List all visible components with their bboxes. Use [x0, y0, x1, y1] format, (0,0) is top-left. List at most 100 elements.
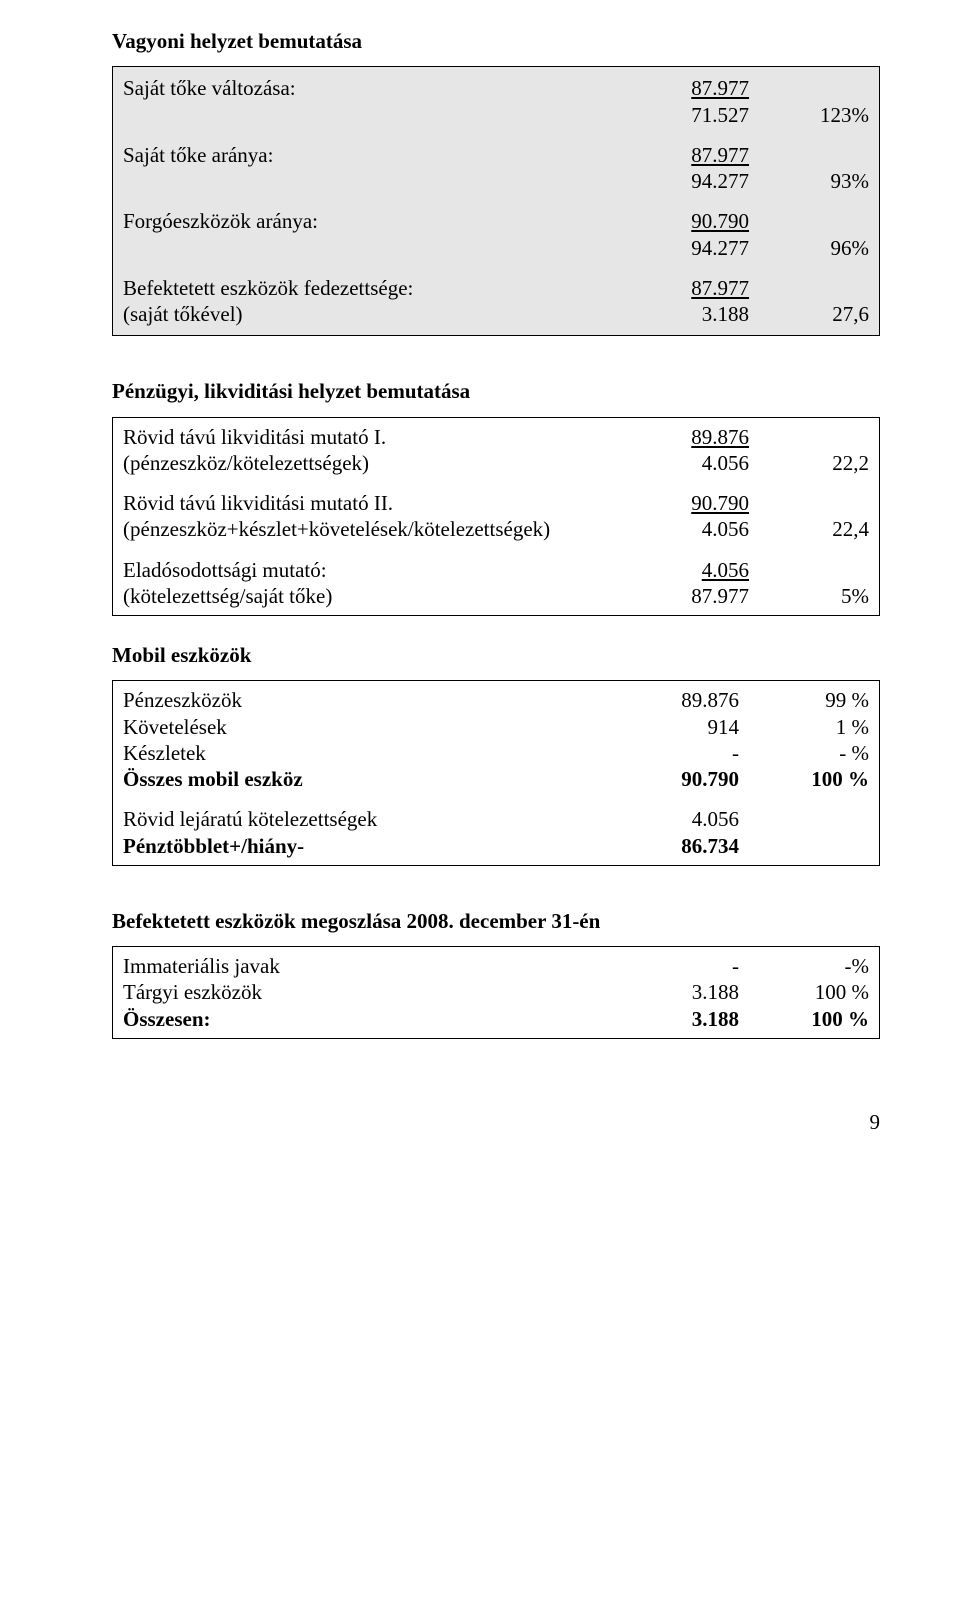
row-value-a: 90.790 — [629, 490, 749, 516]
mobil-title: Mobil eszközök — [112, 642, 880, 668]
row-value-a: 4.056 — [609, 806, 739, 832]
row-label — [123, 102, 629, 128]
table-row: 94.27793% — [123, 168, 869, 194]
row-label: Rövid lejáratú kötelezettségek — [123, 806, 609, 832]
row-value-a: 71.527 — [629, 102, 749, 128]
befektetett-box: Immateriális javak--%Tárgyi eszközök3.18… — [112, 946, 880, 1039]
befektetett-title: Befektetett eszközök megoszlása 2008. de… — [112, 908, 880, 934]
row-label: (saját tőkével) — [123, 301, 629, 327]
row-value-a: 3.188 — [629, 301, 749, 327]
section1-box: Saját tőke változása:87.97771.527123%Saj… — [112, 66, 880, 336]
table-row: (kötelezettség/saját tőke)87.9775% — [123, 583, 869, 609]
row-value-b: 1 % — [739, 714, 869, 740]
row-label: Összes mobil eszköz — [123, 766, 609, 792]
row-label: Követelések — [123, 714, 609, 740]
row-label: Tárgyi eszközök — [123, 979, 609, 1005]
table-row: Pénztöbblet+/hiány-86.734 — [123, 833, 869, 859]
row-value-a: 87.977 — [629, 142, 749, 168]
row-label: Befektetett eszközök fedezettsége: — [123, 275, 629, 301]
row-value-a: 4.056 — [629, 557, 749, 583]
row-value-a: 4.056 — [629, 516, 749, 542]
row-label: Saját tőke változása: — [123, 75, 629, 101]
row-value-b: 99 % — [739, 687, 869, 713]
spacer — [123, 128, 869, 142]
row-label: Eladósodottsági mutató: — [123, 557, 629, 583]
table-row: Forgóeszközök aránya:90.790 — [123, 208, 869, 234]
row-value-b: 22,2 — [749, 450, 869, 476]
row-value-b — [749, 490, 869, 516]
row-label: (kötelezettség/saját tőke) — [123, 583, 629, 609]
row-value-a: 87.977 — [629, 75, 749, 101]
table-row: Rövid távú likviditási mutató I.89.876 — [123, 424, 869, 450]
spacer — [123, 543, 869, 557]
row-label: (pénzeszköz/kötelezettségek) — [123, 450, 629, 476]
spacer — [123, 261, 869, 275]
row-value-b: 100 % — [739, 1006, 869, 1032]
table-row: Összesen:3.188100 % — [123, 1006, 869, 1032]
section2-title: Pénzügyi, likviditási helyzet bemutatása — [112, 378, 880, 404]
row-value-b — [749, 142, 869, 168]
section2-box: Rövid távú likviditási mutató I.89.876(p… — [112, 417, 880, 617]
table-row: (saját tőkével)3.18827,6 — [123, 301, 869, 327]
table-row: Rövid lejáratú kötelezettségek4.056 — [123, 806, 869, 832]
row-value-b: 93% — [749, 168, 869, 194]
row-value-b: 27,6 — [749, 301, 869, 327]
row-value-b: -% — [739, 953, 869, 979]
table-row: Készletek-- % — [123, 740, 869, 766]
table-row: 94.27796% — [123, 235, 869, 261]
table-row: Pénzeszközök89.87699 % — [123, 687, 869, 713]
row-label — [123, 168, 629, 194]
page-number: 9 — [112, 1109, 880, 1135]
table-row: (pénzeszköz+készlet+követelések/köteleze… — [123, 516, 869, 542]
row-value-a: 3.188 — [609, 1006, 739, 1032]
table-row: Saját tőke aránya:87.977 — [123, 142, 869, 168]
table-row: Saját tőke változása:87.977 — [123, 75, 869, 101]
row-value-b — [749, 208, 869, 234]
row-value-a: 4.056 — [629, 450, 749, 476]
row-label: Forgóeszközök aránya: — [123, 208, 629, 234]
table-row: Összes mobil eszköz90.790100 % — [123, 766, 869, 792]
row-value-a: 94.277 — [629, 235, 749, 261]
row-value-b: 96% — [749, 235, 869, 261]
table-row: Eladósodottsági mutató:4.056 — [123, 557, 869, 583]
mobil-box: Pénzeszközök89.87699 %Követelések9141 %K… — [112, 680, 880, 866]
row-value-a: - — [609, 740, 739, 766]
spacer — [123, 194, 869, 208]
row-value-b — [749, 557, 869, 583]
row-value-a: 89.876 — [629, 424, 749, 450]
row-value-b — [749, 424, 869, 450]
row-value-a: 87.977 — [629, 275, 749, 301]
spacer — [123, 476, 869, 490]
row-value-b — [739, 806, 869, 832]
row-label: Összesen: — [123, 1006, 609, 1032]
row-value-b: 100 % — [739, 979, 869, 1005]
table-row: Immateriális javak--% — [123, 953, 869, 979]
row-value-a: 87.977 — [629, 583, 749, 609]
row-value-b — [739, 833, 869, 859]
row-value-b: 22,4 — [749, 516, 869, 542]
row-value-b — [749, 275, 869, 301]
row-label: Saját tőke aránya: — [123, 142, 629, 168]
row-label: Rövid távú likviditási mutató I. — [123, 424, 629, 450]
row-value-a: 3.188 — [609, 979, 739, 1005]
row-value-b: 5% — [749, 583, 869, 609]
table-row: (pénzeszköz/kötelezettségek)4.05622,2 — [123, 450, 869, 476]
row-label — [123, 235, 629, 261]
row-value-b: 123% — [749, 102, 869, 128]
row-value-a: 89.876 — [609, 687, 739, 713]
table-row: Követelések9141 % — [123, 714, 869, 740]
row-value-a: 914 — [609, 714, 739, 740]
table-row: Tárgyi eszközök3.188100 % — [123, 979, 869, 1005]
section1-title: Vagyoni helyzet bemutatása — [112, 28, 880, 54]
row-value-b: - % — [739, 740, 869, 766]
row-label: Pénzeszközök — [123, 687, 609, 713]
table-row: Rövid távú likviditási mutató II.90.790 — [123, 490, 869, 516]
table-row: Befektetett eszközök fedezettsége:87.977 — [123, 275, 869, 301]
row-value-a: 90.790 — [609, 766, 739, 792]
row-label: Rövid távú likviditási mutató II. — [123, 490, 629, 516]
row-value-b — [749, 75, 869, 101]
row-label: Immateriális javak — [123, 953, 609, 979]
row-value-a: - — [609, 953, 739, 979]
row-value-a: 94.277 — [629, 168, 749, 194]
row-label: (pénzeszköz+készlet+követelések/köteleze… — [123, 516, 629, 542]
